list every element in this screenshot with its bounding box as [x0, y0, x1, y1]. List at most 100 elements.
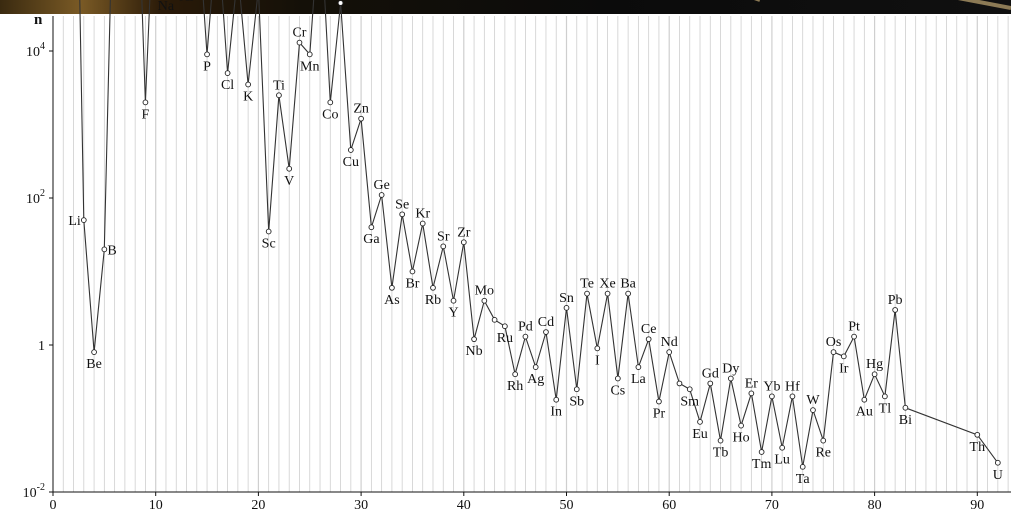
point-label-rb: Rb	[425, 293, 441, 308]
data-point-u	[994, 459, 1001, 466]
data-point-bi	[902, 404, 909, 411]
point-label-u: U	[993, 468, 1003, 483]
data-point-y	[450, 297, 457, 304]
data-point-f	[142, 99, 149, 106]
data-point-hg	[871, 371, 878, 378]
data-point-nb	[471, 336, 477, 343]
point-label-br: Br	[405, 277, 419, 292]
data-point-li	[80, 217, 87, 223]
data-point-pt	[851, 333, 857, 340]
data-point-br	[409, 268, 416, 275]
data-point-in	[553, 396, 560, 403]
data-point-au	[861, 396, 868, 403]
point-label-ga: Ga	[363, 232, 380, 247]
data-point-se	[399, 211, 406, 218]
point-label-la: La	[631, 372, 647, 387]
data-point-ir	[840, 353, 847, 360]
point-label-th: Th	[970, 440, 986, 455]
y-axis-label: n	[34, 12, 43, 28]
data-point-cl	[224, 70, 231, 76]
point-label-k: K	[243, 90, 253, 105]
y-tick-label: 10-2	[23, 482, 45, 501]
point-label-as: As	[384, 293, 400, 308]
data-point-mo	[481, 297, 488, 304]
data-point-th	[974, 431, 981, 438]
data-point-ho	[738, 422, 744, 429]
point-label-pt: Pt	[848, 320, 860, 335]
point-label-hf: Hf	[785, 379, 800, 394]
x-tick-label: 80	[868, 498, 882, 513]
annotation-arrows	[753, 0, 1011, 10]
data-point-sb	[573, 386, 580, 393]
point-label-sn: Sn	[559, 291, 574, 306]
point-label-tl: Tl	[879, 401, 892, 416]
data-point-hf	[789, 393, 796, 400]
data-point-v	[286, 165, 293, 172]
point-label-eu: Eu	[692, 427, 708, 442]
point-label-al: Al	[180, 0, 194, 5]
data-point-ga	[368, 224, 375, 231]
point-label-au: Au	[856, 405, 873, 420]
point-label-v: V	[284, 174, 294, 189]
point-label-yb: Yb	[763, 379, 780, 394]
data-point-tc	[491, 316, 498, 323]
data-point-ba	[625, 290, 631, 297]
point-label-sc: Sc	[262, 237, 276, 252]
point-label-bi: Bi	[899, 413, 912, 428]
data-point-os	[830, 349, 837, 355]
point-label-xe: Xe	[599, 277, 615, 292]
data-point-ag	[532, 364, 539, 370]
element-labels: HHeLiBeBCNOFNeNaMgAlSiPSClArKCaScTiVCrMn…	[68, 0, 1003, 487]
y-tick-labels: 10-211021041061081010	[23, 41, 53, 501]
x-tick-label: 10	[149, 498, 163, 513]
data-point-tb	[717, 437, 724, 444]
point-label-rh: Rh	[507, 379, 523, 394]
point-label-i: I	[595, 353, 600, 368]
x-tick-label: 50	[560, 498, 574, 513]
point-label-ba: Ba	[620, 277, 636, 292]
data-point-sm	[686, 386, 693, 393]
data-point-pd	[522, 333, 529, 340]
point-label-ho: Ho	[733, 431, 750, 446]
point-label-tm: Tm	[752, 457, 772, 472]
point-label-na: Na	[158, 0, 175, 14]
data-point-ti	[276, 92, 282, 99]
data-point-cr	[296, 39, 303, 46]
point-label-er: Er	[745, 376, 759, 391]
point-label-te: Te	[580, 277, 594, 292]
point-label-tb: Tb	[713, 446, 729, 461]
data-point-ge	[378, 192, 385, 198]
x-tick-labels: 0 10 20 30 40 50 60 70 80 90	[50, 492, 984, 513]
point-label-sb: Sb	[569, 394, 584, 409]
point-label-ti: Ti	[273, 78, 285, 93]
point-label-in: In	[550, 405, 562, 420]
data-point-sr	[440, 243, 447, 250]
data-point-co	[327, 99, 334, 106]
data-point-w	[810, 407, 816, 413]
data-point-te	[584, 290, 590, 297]
data-point-p	[204, 51, 210, 58]
point-label-re: Re	[815, 446, 831, 461]
header-image-strip	[0, 0, 1011, 14]
point-label-zn: Zn	[353, 102, 369, 117]
point-label-lu: Lu	[774, 453, 790, 468]
data-point-sn	[563, 305, 570, 311]
data-point-pb	[892, 307, 898, 313]
point-label-nb: Nb	[466, 344, 483, 359]
axes: n	[34, 12, 1011, 493]
data-point-zr	[460, 239, 467, 246]
data-point-be	[91, 349, 97, 355]
data-point-ce	[645, 336, 652, 343]
data-point-sc	[265, 228, 272, 235]
data-point-ru	[502, 323, 508, 330]
point-label-mo: Mo	[475, 284, 494, 299]
data-point-xe	[604, 290, 611, 297]
data-point-tl	[882, 393, 888, 400]
point-label-ni: Ni	[334, 0, 348, 1]
point-label-ge: Ge	[373, 178, 389, 193]
data-point-eu	[697, 419, 703, 425]
point-label-sm: Sm	[680, 394, 699, 409]
point-label-pb: Pb	[888, 293, 903, 308]
data-point-nd	[666, 349, 673, 355]
